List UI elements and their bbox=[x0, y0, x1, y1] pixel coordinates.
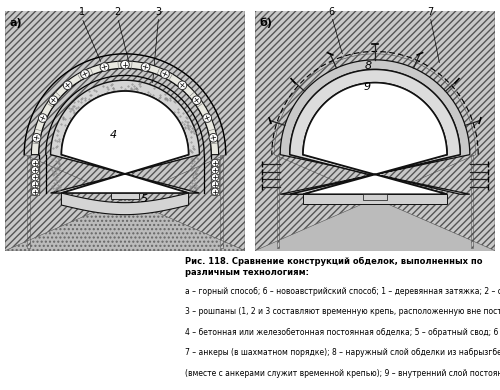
Polygon shape bbox=[32, 61, 218, 155]
Polygon shape bbox=[32, 160, 38, 167]
Circle shape bbox=[212, 167, 218, 174]
Text: 7 – анкеры (в шахматном порядке); 8 – наружный слой обделки из набрызгбетона тол: 7 – анкеры (в шахматном порядке); 8 – на… bbox=[185, 348, 500, 357]
Text: (вместе с анкерами служит временной крепью); 9 – внутренний слой постоянной обде: (вместе с анкерами служит временной креп… bbox=[185, 369, 500, 378]
Polygon shape bbox=[5, 195, 245, 251]
Polygon shape bbox=[363, 194, 387, 200]
Polygon shape bbox=[220, 155, 224, 248]
Text: Рис. 118. Сравнение конструкций обделок, выполненных по различным технологиям:: Рис. 118. Сравнение конструкций обделок,… bbox=[185, 257, 482, 277]
Polygon shape bbox=[32, 174, 38, 181]
Circle shape bbox=[203, 114, 211, 122]
Circle shape bbox=[209, 133, 218, 142]
Circle shape bbox=[100, 63, 109, 71]
Polygon shape bbox=[471, 155, 474, 248]
Polygon shape bbox=[276, 155, 279, 248]
Text: б): б) bbox=[260, 18, 273, 28]
Polygon shape bbox=[303, 194, 447, 204]
Polygon shape bbox=[212, 167, 218, 174]
Circle shape bbox=[32, 167, 38, 174]
Circle shape bbox=[32, 174, 38, 181]
Circle shape bbox=[192, 96, 201, 105]
Circle shape bbox=[120, 60, 130, 69]
Circle shape bbox=[178, 81, 186, 90]
Circle shape bbox=[32, 133, 41, 142]
Circle shape bbox=[212, 181, 218, 188]
Text: 3: 3 bbox=[156, 7, 162, 17]
Polygon shape bbox=[32, 188, 38, 195]
Circle shape bbox=[38, 114, 47, 122]
Polygon shape bbox=[303, 83, 447, 194]
Polygon shape bbox=[110, 193, 140, 199]
Circle shape bbox=[141, 63, 150, 71]
Polygon shape bbox=[32, 167, 38, 174]
Polygon shape bbox=[50, 80, 200, 193]
Polygon shape bbox=[212, 181, 218, 188]
Polygon shape bbox=[32, 181, 38, 188]
Polygon shape bbox=[62, 193, 188, 215]
Text: или бетона толщиной 10–35 см: или бетона толщиной 10–35 см bbox=[185, 389, 312, 390]
Polygon shape bbox=[5, 11, 245, 251]
Polygon shape bbox=[62, 91, 188, 193]
Text: 8: 8 bbox=[364, 61, 372, 71]
Circle shape bbox=[212, 174, 218, 181]
Text: 4 – бетонная или железобетонная постоянная обделка; 5 – обратный свод; 6 – несущ: 4 – бетонная или железобетонная постоянн… bbox=[185, 328, 500, 337]
Text: 9: 9 bbox=[364, 82, 371, 92]
Polygon shape bbox=[280, 60, 470, 194]
Circle shape bbox=[80, 70, 90, 78]
Circle shape bbox=[32, 188, 38, 195]
Polygon shape bbox=[212, 160, 218, 167]
Text: 6: 6 bbox=[328, 7, 335, 17]
Polygon shape bbox=[290, 69, 460, 194]
Text: 7: 7 bbox=[427, 7, 434, 17]
Polygon shape bbox=[255, 11, 495, 251]
Polygon shape bbox=[212, 174, 218, 181]
Text: 5: 5 bbox=[140, 194, 148, 204]
Text: 2: 2 bbox=[114, 7, 121, 17]
Polygon shape bbox=[212, 188, 218, 195]
Circle shape bbox=[212, 159, 218, 167]
Polygon shape bbox=[26, 155, 30, 248]
Circle shape bbox=[64, 81, 72, 90]
Circle shape bbox=[160, 70, 170, 78]
Circle shape bbox=[32, 181, 38, 188]
Text: 1: 1 bbox=[78, 7, 85, 17]
Text: 4: 4 bbox=[110, 130, 116, 140]
Polygon shape bbox=[255, 194, 495, 251]
Circle shape bbox=[32, 159, 38, 167]
Text: 3 – рошпаны (1, 2 и 3 составляют временную крепь, расположенную вне постоянной о: 3 – рошпаны (1, 2 и 3 составляют временн… bbox=[185, 307, 500, 316]
Circle shape bbox=[49, 96, 58, 105]
Text: а – горный способ; б – новоавстрийский способ; 1 – деревянная затяжка; 2 – сталь: а – горный способ; б – новоавстрийский с… bbox=[185, 287, 500, 296]
Text: а): а) bbox=[10, 18, 22, 28]
Circle shape bbox=[212, 188, 218, 195]
